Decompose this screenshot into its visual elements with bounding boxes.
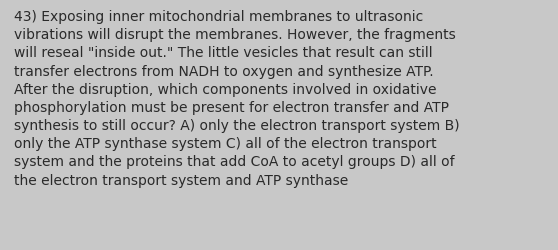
Text: 43) Exposing inner mitochondrial membranes to ultrasonic
vibrations will disrupt: 43) Exposing inner mitochondrial membran… [14, 10, 460, 187]
